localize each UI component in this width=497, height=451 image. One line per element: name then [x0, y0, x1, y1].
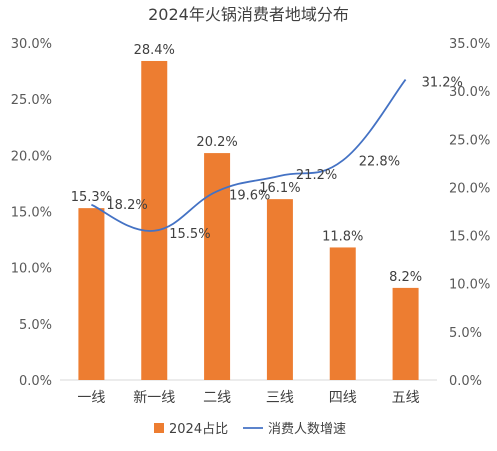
chart-title: 2024年火锅消费者地域分布: [148, 5, 349, 24]
right-tick-label: 5.0%: [449, 326, 482, 341]
category-label: 二线: [203, 390, 231, 406]
right-tick-label: 10.0%: [449, 278, 490, 293]
category-label: 五线: [392, 390, 420, 406]
line-data-label: 22.8%: [359, 154, 400, 169]
bar-data-labels: 15.3% 28.4% 20.2% 16.1% 11.8% 8.2%: [71, 43, 422, 285]
growth-line: [91, 79, 407, 232]
line-data-label: 15.5%: [169, 227, 210, 242]
bar: [141, 60, 168, 381]
right-tick-label: 25.0%: [449, 133, 490, 148]
category-label: 新一线: [133, 390, 175, 406]
left-tick-label: 0.0%: [19, 374, 52, 389]
left-tick-label: 30.0%: [11, 37, 52, 52]
legend-bar-swatch: [154, 423, 164, 433]
right-axis-ticks: 0.0% 5.0% 10.0% 15.0% 20.0% 25.0% 30.0% 35.0%: [449, 37, 490, 389]
bar-data-label: 28.4%: [134, 43, 175, 58]
bar-data-label: 15.3%: [71, 190, 112, 205]
bar-data-label: 11.8%: [322, 229, 363, 244]
bar: [329, 247, 356, 380]
line-data-label: 19.6%: [229, 188, 270, 203]
bar: [78, 208, 105, 380]
right-tick-label: 0.0%: [449, 374, 482, 389]
bar-data-label: 20.2%: [196, 135, 237, 150]
line-data-label: 21.2%: [296, 168, 337, 183]
left-axis-ticks: 0.0% 5.0% 10.0% 15.0% 20.0% 25.0% 30.0%: [11, 37, 52, 389]
legend: 2024占比 消费人数增速: [154, 422, 346, 437]
left-tick-label: 20.0%: [11, 149, 52, 164]
right-tick-label: 15.0%: [449, 230, 490, 245]
left-tick-label: 5.0%: [19, 318, 52, 333]
left-tick-label: 15.0%: [11, 206, 52, 221]
line-data-labels: 18.2% 15.5% 19.6% 21.2% 22.8% 31.2%: [106, 76, 462, 242]
right-tick-label: 20.0%: [449, 181, 490, 196]
line-data-label: 18.2%: [106, 198, 147, 213]
bar-series: [78, 60, 419, 381]
category-labels: 一线 新一线 二线 三线 四线 五线: [77, 390, 419, 406]
legend-line-label: 消费人数增速: [268, 422, 346, 437]
left-tick-label: 10.0%: [11, 262, 52, 277]
category-label: 三线: [266, 390, 294, 406]
right-tick-label: 35.0%: [449, 37, 490, 52]
legend-bar-label: 2024占比: [169, 422, 228, 437]
bar-data-label: 8.2%: [389, 270, 422, 285]
category-label: 四线: [329, 390, 357, 406]
left-tick-label: 25.0%: [11, 93, 52, 108]
bar: [392, 287, 419, 380]
line-data-label: 31.2%: [422, 76, 463, 91]
category-label: 一线: [77, 390, 105, 406]
bar: [266, 199, 293, 380]
right-tick-label: 30.0%: [449, 85, 490, 100]
bar-data-label: 16.1%: [259, 181, 300, 196]
